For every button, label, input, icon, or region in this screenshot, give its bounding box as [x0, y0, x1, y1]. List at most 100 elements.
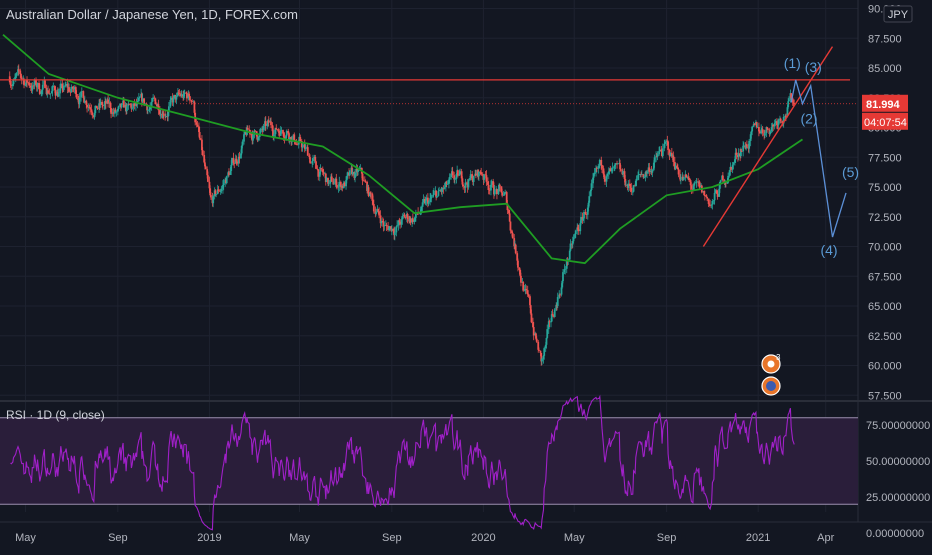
candle-body — [600, 159, 603, 166]
candle-body — [422, 199, 425, 203]
candle-body — [238, 156, 241, 159]
candle-body — [580, 217, 582, 224]
candle-body — [443, 187, 446, 189]
candle-body — [80, 91, 83, 93]
candle-body — [385, 224, 388, 226]
candle-body — [739, 151, 742, 157]
candle-body — [267, 120, 270, 123]
candle-body — [492, 181, 495, 188]
candle-body — [685, 174, 687, 178]
candle-body — [51, 86, 54, 92]
candle-body — [243, 134, 245, 142]
candle-body — [71, 86, 74, 89]
candle-body — [59, 88, 61, 94]
candle-body — [306, 147, 309, 156]
candle-body — [53, 86, 56, 91]
candle-body — [103, 104, 106, 106]
candle-body — [592, 174, 595, 178]
candle-body — [603, 174, 606, 179]
candle-body — [112, 112, 115, 114]
candle-body — [191, 101, 194, 103]
candle-body — [153, 97, 156, 99]
candle-body — [715, 190, 718, 194]
candle-body — [183, 92, 186, 94]
candle-body — [526, 290, 529, 295]
candle-body — [134, 103, 137, 106]
candle-body — [508, 213, 511, 222]
price-tick-label: 85.000 — [868, 63, 902, 75]
candle-body — [755, 121, 758, 128]
candle-body — [545, 337, 548, 345]
candle-body — [677, 169, 680, 175]
price-tick-label: 67.500 — [868, 271, 902, 283]
candle-body — [257, 136, 260, 141]
candle-body — [561, 281, 564, 288]
time-tick-label: Sep — [657, 532, 677, 544]
candle-body — [137, 97, 140, 101]
candle-body — [693, 182, 696, 186]
candle-body — [390, 228, 393, 231]
candle-body — [788, 100, 790, 102]
candle-body — [487, 181, 489, 185]
candle-body — [480, 172, 483, 175]
candle-body — [435, 195, 438, 198]
candle-body — [354, 172, 356, 178]
candle-body — [38, 82, 40, 89]
candle-body — [308, 155, 311, 158]
candle-body — [661, 148, 664, 156]
candle-body — [393, 232, 396, 236]
candle-body — [513, 238, 516, 247]
candle-body — [277, 129, 280, 131]
candle-body — [14, 77, 16, 80]
price-tick-label: 65.000 — [868, 301, 902, 313]
candle-body — [151, 98, 154, 102]
candle-body — [752, 124, 755, 127]
candle-body — [574, 230, 577, 235]
candle-body — [91, 112, 94, 116]
candle-body — [629, 185, 632, 188]
candle-body — [787, 101, 790, 108]
candle-body — [66, 84, 69, 88]
candle-body — [254, 130, 257, 132]
candle-body — [233, 162, 236, 164]
candle-body — [327, 183, 330, 185]
candle-body — [204, 166, 207, 170]
candle-body — [490, 181, 493, 185]
candle-body — [15, 72, 18, 76]
candle-body — [593, 172, 596, 175]
candle-body — [146, 110, 149, 111]
candle-body — [190, 100, 193, 102]
candle-body — [658, 149, 661, 152]
candle-body — [471, 174, 474, 180]
event-badge-dot — [767, 360, 775, 368]
candle-body — [426, 197, 429, 204]
candle-body — [760, 129, 763, 134]
candle-body — [120, 103, 123, 108]
elliott-projection — [790, 79, 847, 238]
chart-labels: (1) (2) (3) (4) (5) — [784, 55, 859, 258]
candle-body — [469, 174, 472, 179]
candle-body — [719, 180, 722, 183]
candle-body — [648, 167, 651, 172]
candle-body — [777, 119, 780, 126]
candle-body — [241, 141, 244, 146]
candle-body — [493, 189, 496, 195]
candle-body — [445, 181, 448, 185]
candle-body — [152, 97, 155, 99]
candle-body — [318, 171, 321, 177]
candle-body — [553, 309, 556, 317]
candle-body — [177, 92, 180, 94]
candle-body — [718, 188, 721, 197]
candle-body — [228, 172, 230, 175]
candle-body — [149, 107, 152, 110]
candle-body — [283, 137, 286, 139]
candle-body — [207, 175, 209, 182]
candle-body — [20, 74, 22, 78]
candle-body — [484, 174, 487, 176]
wave-label-1: (1) — [784, 55, 801, 71]
candle-body — [460, 171, 463, 179]
candle-body — [669, 152, 672, 157]
candle-body — [637, 175, 639, 179]
candle-body — [89, 107, 91, 110]
candle-body — [346, 172, 349, 177]
